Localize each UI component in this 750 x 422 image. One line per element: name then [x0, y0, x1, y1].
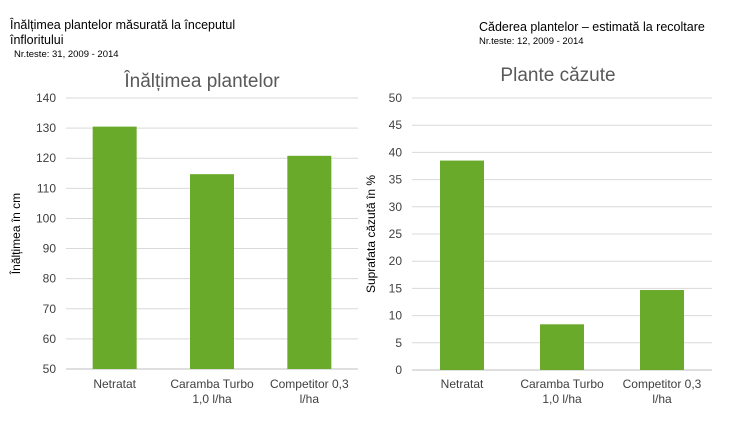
height-chart-y-tick-label: 120 — [36, 151, 56, 165]
height-chart-y-tick-label: 90 — [43, 242, 57, 256]
fallen-chart-bar — [540, 324, 584, 370]
right-header-subtitle: Nr.teste: 12, 2009 - 2014 — [479, 36, 584, 47]
fallen-chart-y-tick-label: 15 — [389, 281, 403, 295]
left-header-subtitle: Nr.teste: 31, 2009 - 2014 — [14, 49, 119, 60]
height-chart-bar — [92, 126, 137, 369]
height-chart-y-tick-label: 60 — [43, 332, 57, 346]
height-chart-y-axis-label: Înălțimea în cm — [8, 193, 23, 275]
fallen-chart-bar — [440, 160, 484, 370]
height-chart-y-tick-label: 110 — [37, 181, 56, 195]
fallen-chart-bar — [640, 290, 684, 370]
fallen-chart-y-tick-label: 40 — [389, 145, 403, 159]
height-chart-y-tick-label: 80 — [43, 272, 57, 286]
fallen-chart-y-tick-label: 0 — [395, 363, 402, 377]
fallen-chart-category-label: Caramba Turbo 1,0 l/ha — [520, 377, 604, 406]
height-chart-category-label: Netratat — [93, 377, 136, 391]
fallen-chart-y-tick-label: 20 — [389, 254, 403, 268]
fallen-chart-y-tick-label: 30 — [389, 200, 403, 214]
fallen-chart-y-tick-label: 35 — [389, 173, 403, 187]
left-header-title: Înălțimea plantelor măsurată la începutu… — [10, 18, 236, 47]
fallen-chart-y-tick-label: 5 — [395, 336, 402, 350]
fallen-chart-y-tick-label: 50 — [389, 91, 403, 105]
height-chart-y-tick-label: 50 — [43, 362, 57, 376]
height-chart-y-tick-label: 100 — [36, 211, 56, 225]
height-chart-title: Înălțimea plantelor — [123, 70, 280, 92]
right-chart-header: Căderea plantelor – estimată la recoltar… — [479, 20, 744, 48]
height-chart-bar — [190, 174, 234, 369]
height-chart-y-tick-label: 140 — [36, 91, 56, 105]
height-chart-y-tick-label: 130 — [36, 121, 56, 135]
fallen-chart-title: Plante căzute — [500, 65, 615, 86]
height-chart-category-label: Caramba Turbo 1,0 l/ha — [170, 377, 254, 406]
left-chart-header: Înălțimea plantelor măsurată la începutu… — [10, 18, 280, 61]
fallen-chart-category-label: Competitor 0,3 l/ha — [623, 377, 702, 406]
fallen-chart-y-axis-label: Suprafata căzută în % — [364, 175, 378, 293]
right-header-title: Căderea plantelor – estimată la recoltar… — [479, 20, 705, 34]
fallen-chart-y-tick-label: 45 — [389, 118, 403, 132]
height-chart-bar — [287, 155, 332, 369]
fallen-chart-category-label: Netratat — [441, 377, 484, 391]
height-chart-y-tick-label: 70 — [43, 302, 57, 316]
height-chart-category-label: Competitor 0,3 l/ha — [270, 377, 349, 406]
fallen-chart-y-tick-label: 25 — [389, 227, 403, 241]
fallen-chart-y-tick-label: 10 — [389, 309, 403, 323]
